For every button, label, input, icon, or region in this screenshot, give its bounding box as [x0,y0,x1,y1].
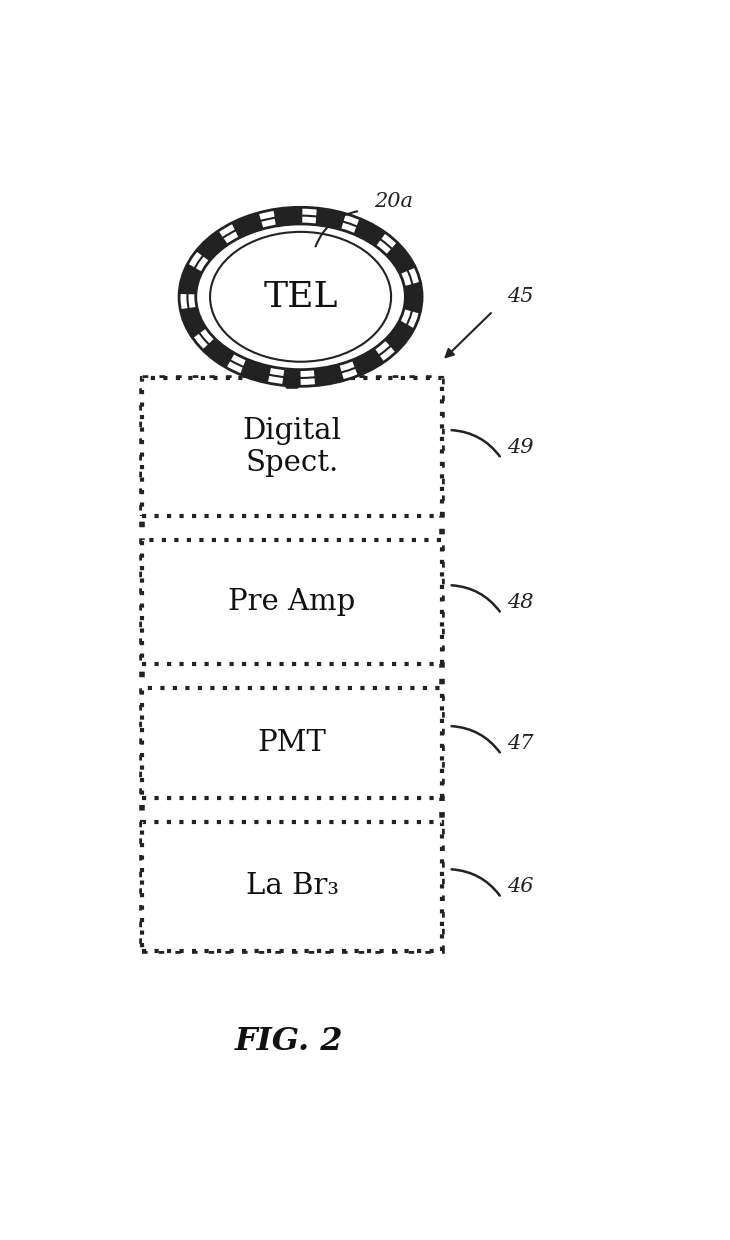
Bar [142,378,442,951]
Text: 49: 49 [507,438,534,456]
Bar [142,688,442,799]
Text: Digital
Spect.: Digital Spect. [242,417,342,477]
Text: 46: 46 [507,877,534,895]
Text: 48: 48 [507,593,534,611]
Text: 47: 47 [507,734,534,753]
Bar [142,378,442,516]
Text: TEL: TEL [264,280,338,314]
Text: FIG. 2: FIG. 2 [235,1025,344,1056]
Text: PMT: PMT [258,729,326,758]
Ellipse shape [188,216,414,378]
Bar [142,541,442,665]
Text: 45: 45 [507,288,534,306]
Bar [142,822,442,951]
Text: La Br₃: La Br₃ [245,873,339,900]
Text: 20a: 20a [374,192,413,211]
Text: Pre Amp: Pre Amp [228,588,356,616]
